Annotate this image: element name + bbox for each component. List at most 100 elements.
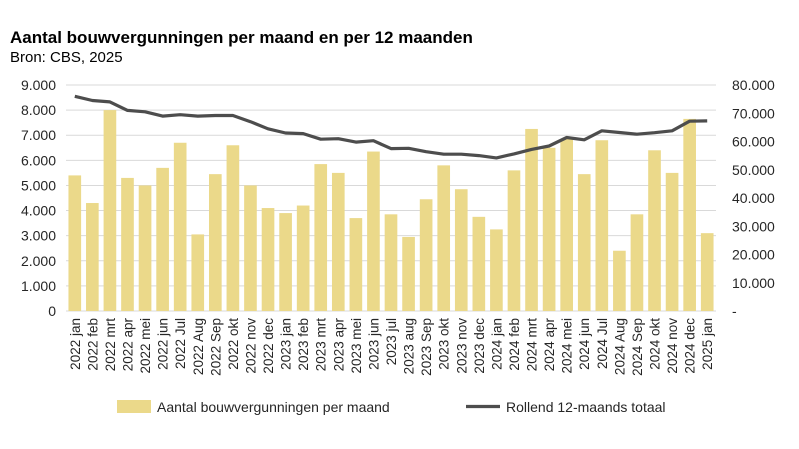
right-axis-tick-label: - <box>732 303 737 319</box>
bar-series <box>68 110 714 312</box>
bar <box>138 185 152 311</box>
x-axis-tick-label: 2023 aug <box>402 318 417 374</box>
x-axis-tick-label: 2023 okt <box>437 318 452 370</box>
right-axis-tick-label: 30.000 <box>732 218 775 234</box>
bar <box>402 236 415 311</box>
legend-label-bars: Aantal bouwvergunningen per maand <box>157 399 390 415</box>
left-axis-tick-label: 6.000 <box>21 152 56 168</box>
line-series-path <box>74 94 708 160</box>
left-axis-tick-label: 7.000 <box>21 127 56 143</box>
x-axis-tick-label: 2023 mei <box>349 318 364 374</box>
x-axis-tick-label: 2024 Aug <box>612 318 627 375</box>
bar <box>560 138 573 311</box>
bar <box>472 216 486 311</box>
bar <box>437 165 451 311</box>
right-axis-tick-label: 40.000 <box>732 190 775 206</box>
left-axis-ticks: 0 1.000 2.000 3.000 4.000 5.000 6.000 7.000 8.00… <box>21 77 56 319</box>
x-axis-tick-label: 2024 dec <box>683 318 698 374</box>
x-axis-tick-label: 2023 dec <box>472 318 487 374</box>
left-axis-tick-label: 2.000 <box>21 253 56 269</box>
bar <box>507 170 521 311</box>
legend: Aantal bouwvergunningen per maand Rollend… <box>117 399 666 415</box>
bar <box>68 175 82 311</box>
left-axis-tick-label: 4.000 <box>21 203 56 219</box>
x-axis-tick-label: 2024 feb <box>507 318 522 371</box>
line-series <box>74 94 708 160</box>
bar <box>156 167 169 311</box>
x-axis-tick-label: 2023 feb <box>296 318 311 371</box>
x-axis-tick-label: 2023 jul <box>384 318 399 365</box>
bar <box>86 203 99 311</box>
right-axis-ticks: - 10.000 20.000 30.000 40.000 50.000 60.000 70.… <box>732 77 775 319</box>
x-axis-tick-label: 2025 jan <box>700 318 715 370</box>
bar <box>191 234 205 311</box>
x-axis-tick-label: 2024 Jul <box>595 318 610 369</box>
x-axis-tick-label: 2024 nov <box>665 318 680 374</box>
x-axis-tick-label: 2022 jun <box>156 318 171 370</box>
bar <box>279 213 292 311</box>
bar <box>665 172 679 311</box>
right-axis-tick-label: 10.000 <box>732 275 775 291</box>
bar <box>542 147 556 311</box>
x-axis-tick-label: 2024 okt <box>648 318 663 370</box>
x-axis-tick-label: 2023 jan <box>279 318 294 370</box>
bar <box>296 205 310 311</box>
x-axis-tick-label: 2022 feb <box>85 318 100 371</box>
bar <box>173 142 187 311</box>
x-axis-tick-label: 2022 mei <box>138 318 153 374</box>
bar <box>384 214 398 311</box>
x-axis-tick-label: 2023 nov <box>454 318 469 374</box>
x-axis-tick-label: 2024 apr <box>542 317 557 371</box>
bar <box>209 174 222 311</box>
bar <box>577 174 591 311</box>
bar <box>244 185 257 311</box>
bar <box>454 189 468 311</box>
bar <box>525 128 538 311</box>
bar <box>103 110 117 311</box>
x-axis-tick-label: 2023 Sep <box>419 318 434 376</box>
x-axis-tick-label: 2023 apr <box>331 317 346 371</box>
bar <box>331 172 345 311</box>
right-axis-tick-label: 50.000 <box>732 162 775 178</box>
legend-swatch-bars <box>117 400 151 413</box>
left-axis-tick-label: 0 <box>48 303 56 319</box>
bar <box>367 151 380 311</box>
bar <box>490 229 503 311</box>
bar <box>226 145 240 311</box>
bar <box>261 208 275 311</box>
x-axis-ticks: 2022 jan 2022 feb 2022 mrt 2022 apr 2022 mei… <box>68 317 715 375</box>
x-axis-tick-label: 2022 Aug <box>191 318 206 375</box>
bar <box>700 233 714 311</box>
left-axis-tick-label: 1.000 <box>21 278 56 294</box>
chart-title: Aantal bouwvergunningen per maand en per… <box>10 28 473 47</box>
x-axis-tick-label: 2022 Jul <box>173 318 188 369</box>
bar <box>121 177 134 311</box>
bar <box>349 218 363 311</box>
x-axis-tick-label: 2022 okt <box>226 318 241 370</box>
x-axis-tick-label: 2024 jan <box>489 318 504 370</box>
x-axis-tick-label: 2022 dec <box>261 318 276 374</box>
x-axis-tick-label: 2022 nov <box>243 318 258 374</box>
left-axis-tick-label: 8.000 <box>21 102 56 118</box>
x-axis-tick-label: 2024 Sep <box>630 318 645 376</box>
bar <box>648 150 661 311</box>
x-axis-tick-label: 2023 jun <box>366 318 381 370</box>
right-axis-tick-label: 70.000 <box>732 105 775 121</box>
bar <box>419 199 433 311</box>
right-axis-tick-label: 80.000 <box>732 77 775 93</box>
x-axis-tick-label: 2022 apr <box>120 317 135 371</box>
x-axis-tick-label: 2022 jan <box>68 318 83 370</box>
x-axis-tick-label: 2022 Sep <box>208 318 223 376</box>
bar <box>595 140 609 311</box>
bar <box>630 214 644 311</box>
x-axis-tick-label: 2024 jun <box>577 318 592 370</box>
chart-subtitle: Bron: CBS, 2025 <box>10 49 123 66</box>
x-axis-tick-label: 2023 mrt <box>314 318 329 372</box>
bar <box>613 250 626 311</box>
bar <box>314 164 328 311</box>
left-axis-tick-label: 5.000 <box>21 177 56 193</box>
bar <box>683 118 696 312</box>
left-axis-tick-label: 3.000 <box>21 228 56 244</box>
right-axis-tick-label: 20.000 <box>732 247 775 263</box>
